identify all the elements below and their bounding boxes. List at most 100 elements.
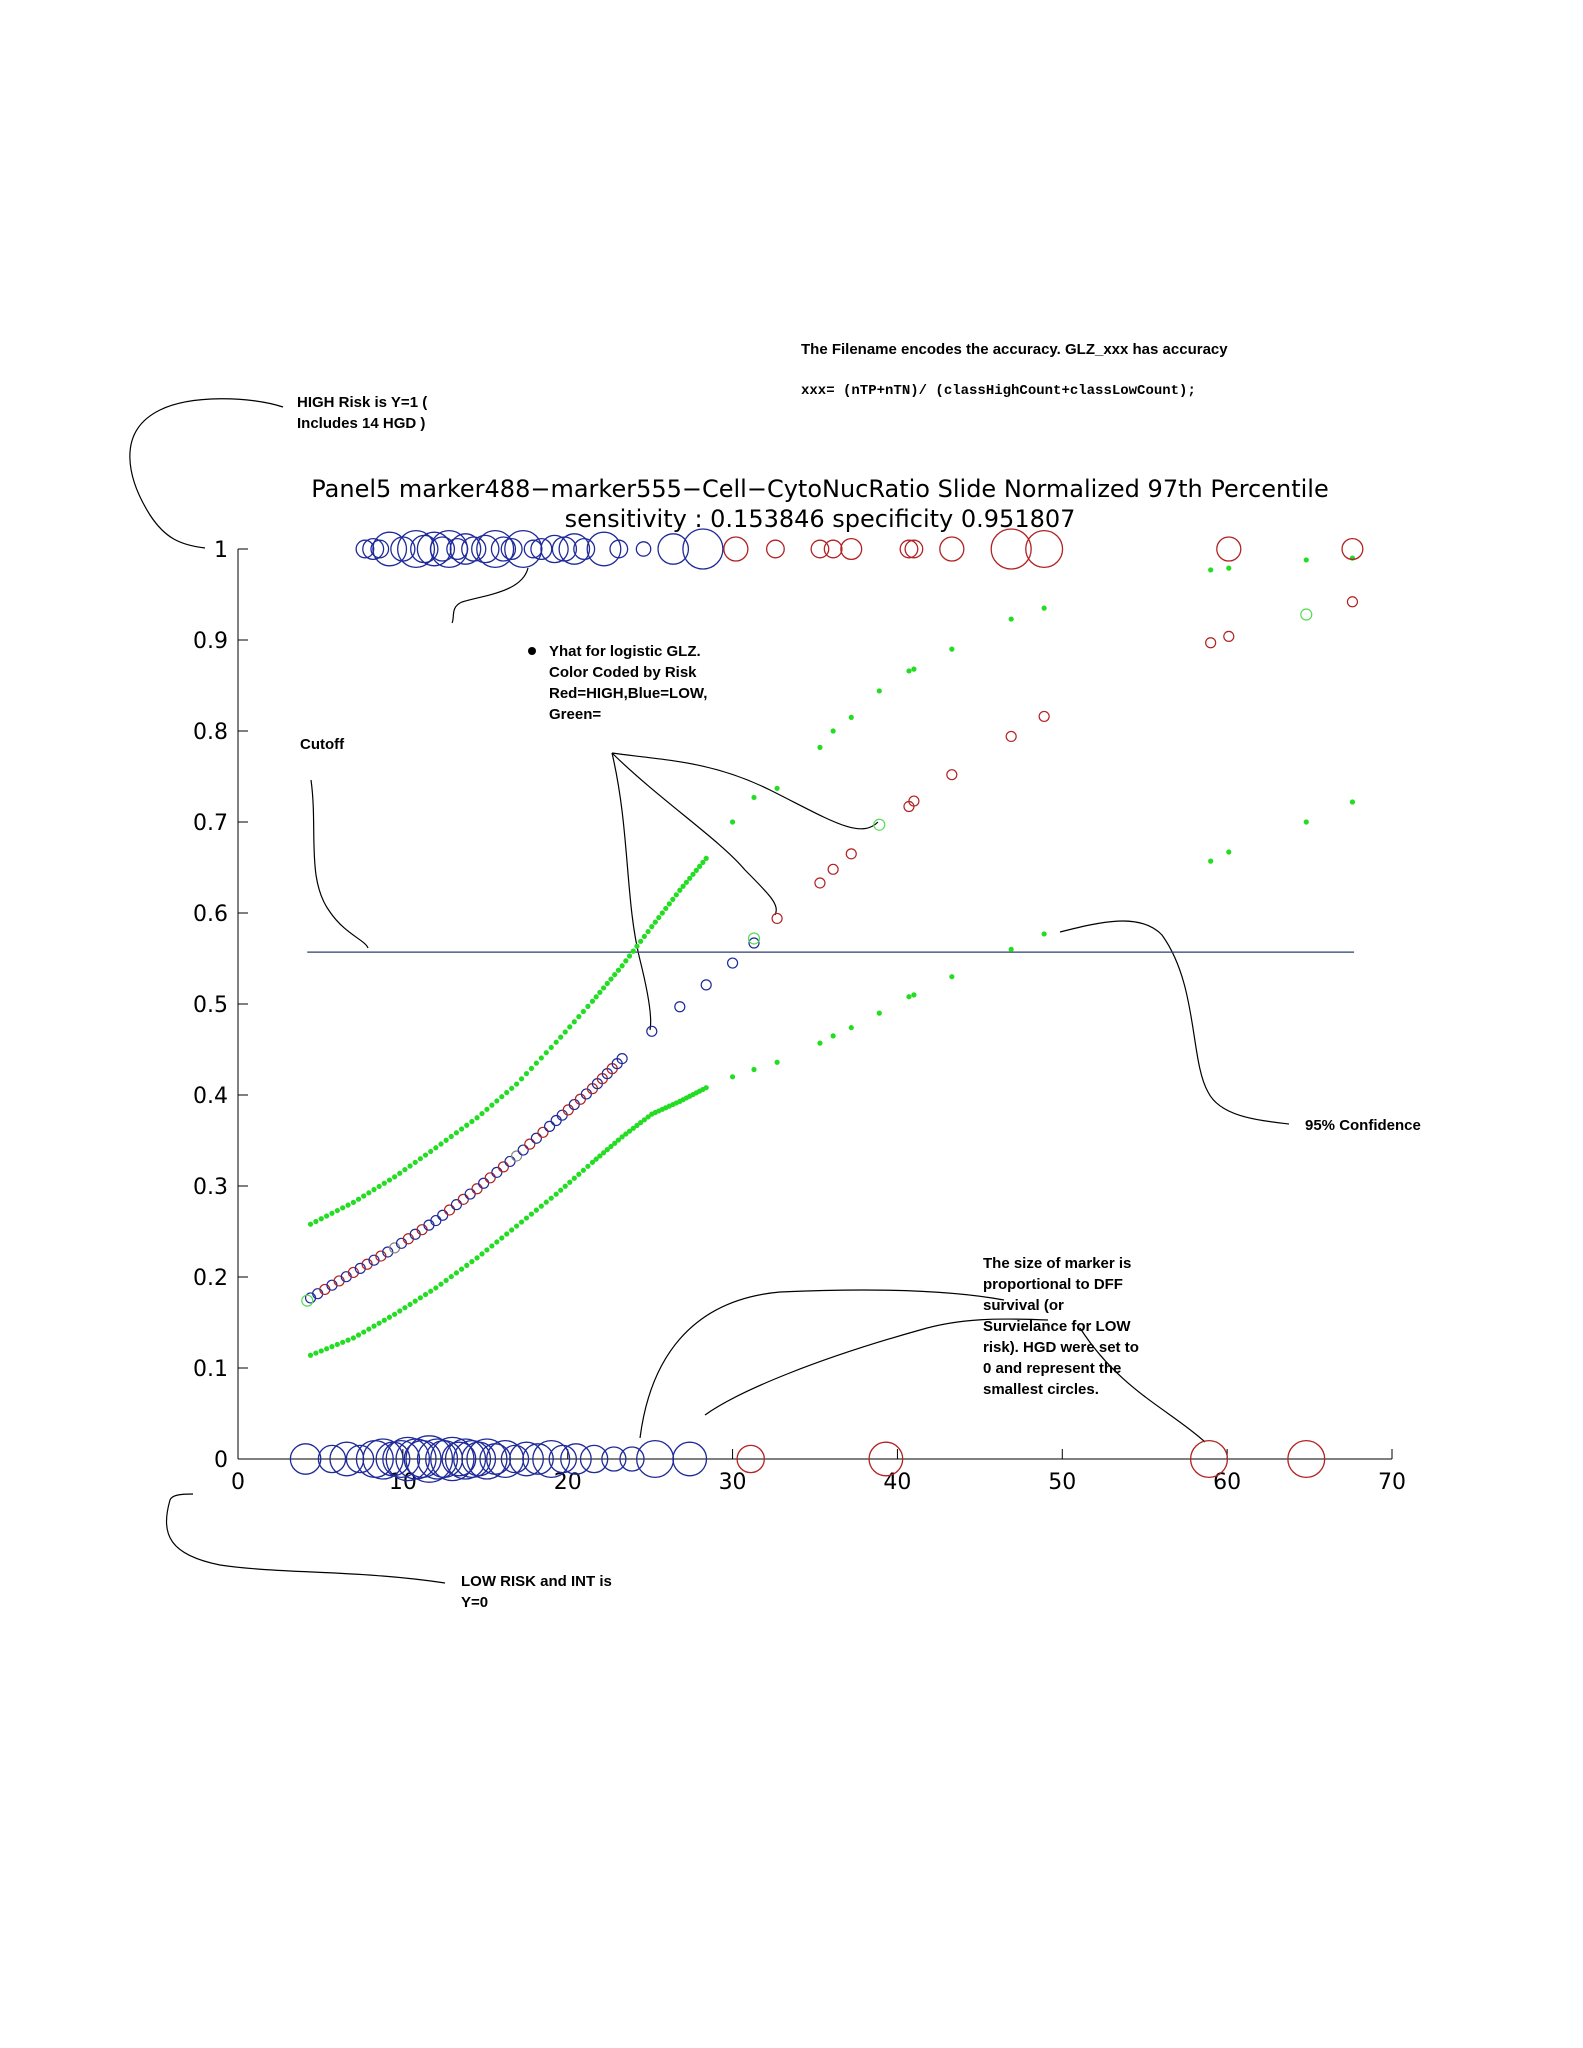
high-risk-observed-high-color [939, 536, 965, 562]
upper-ci-point [700, 859, 706, 865]
filename-note: The Filename encodes the accuracy. GLZ_x… [801, 341, 1228, 358]
upper-ci-point [634, 943, 640, 949]
fitted-point [450, 1199, 463, 1211]
y-tick-label: 0.5 [193, 993, 228, 1018]
high-risk-observed-low-color [586, 531, 622, 567]
fitted-point [504, 1155, 516, 1168]
lower-ci-point [509, 1227, 515, 1233]
confidence-arrow-line [1059, 920, 1290, 1125]
lower-ci-point [453, 1270, 460, 1276]
low-risk-observed-low-color [509, 1441, 544, 1477]
high-risk-observed-low-color [609, 539, 629, 559]
upper-ci-point [318, 1216, 324, 1222]
lower-ci-point [949, 974, 955, 980]
upper-ci-point [666, 901, 672, 907]
lower-ci-point [533, 1207, 539, 1213]
upper-ci-point [623, 958, 629, 964]
lower-ci-point [469, 1259, 475, 1265]
upper-ci-point [597, 989, 603, 995]
lower-ci-point [589, 1159, 596, 1165]
lower-ci-point [1208, 858, 1214, 864]
lower-ci-point [474, 1255, 480, 1261]
fitted-point [1346, 596, 1359, 608]
upper-ci-point [443, 1137, 449, 1143]
upper-ci-point [580, 1008, 586, 1015]
low-risk-observed-low-color [416, 1438, 459, 1480]
upper-ci-point [453, 1130, 460, 1136]
high-risk-observed-low-color [446, 537, 469, 561]
yhat-note: Yhat for logistic GLZ. Color Coded by Ri… [549, 643, 708, 723]
upper-ci-point [571, 1019, 577, 1025]
lower-ci-point [422, 1291, 429, 1298]
upper-ci-point [381, 1180, 387, 1186]
fitted-point [1005, 730, 1017, 743]
upper-ci-point [673, 892, 679, 898]
high-risk-observed-low-color [635, 541, 652, 557]
upper-ci-point [407, 1163, 413, 1169]
upper-ci-point [499, 1094, 505, 1100]
lower-ci-point [553, 1191, 559, 1197]
lower-ci-point [619, 1134, 625, 1140]
upper-ci-point [371, 1187, 377, 1193]
lower-ci-point [612, 1140, 618, 1146]
fitted-point [771, 912, 783, 925]
fitted-point [484, 1172, 496, 1184]
lower-ci-point [703, 1085, 709, 1091]
upper-ci-point [469, 1118, 475, 1125]
lower-ci-point [412, 1298, 418, 1304]
lower-ci-point [361, 1329, 367, 1335]
upper-ci-point [366, 1190, 372, 1196]
lower-ci-point [600, 1150, 607, 1156]
size-arrow-line-c [1079, 1327, 1206, 1443]
low-risk-observed-low-color [395, 1438, 437, 1480]
y-tick-label: 0 [214, 1448, 228, 1473]
lower-ci-point [638, 1120, 644, 1126]
lower-ci-point [729, 1074, 736, 1080]
fitted-point [568, 1098, 580, 1111]
cutoff-arrow-line [310, 779, 369, 949]
fitted-point [430, 1214, 442, 1227]
lower-ci-point [597, 1153, 603, 1159]
high-risk-observed-low-color [372, 531, 408, 567]
lower-ci-point [334, 1341, 340, 1348]
lower-ci-point [392, 1311, 398, 1317]
upper-ci-point [1041, 605, 1047, 611]
upper-ci-point [484, 1106, 490, 1112]
yhat-legend-dot [528, 647, 536, 655]
lower-ci-point [608, 1143, 614, 1150]
lower-ci-point [580, 1167, 586, 1173]
lower-ci-point [626, 1128, 633, 1134]
fitted-point [700, 979, 712, 991]
high-risk-observed-low-color [370, 539, 390, 559]
upper-ci-point [641, 933, 647, 940]
lower-ci-point [355, 1332, 362, 1338]
upper-ci-point [514, 1081, 520, 1087]
fitted-point [726, 957, 739, 969]
lower-ci-point [623, 1131, 629, 1137]
low-risk-arrow-line [166, 1493, 446, 1584]
chart-title: Panel5 marker488−marker555−Cell−CytoNucR… [311, 475, 1329, 503]
fitted-point [827, 863, 839, 875]
upper-ci-point [600, 985, 607, 991]
x-tick-label: 50 [1048, 1470, 1076, 1495]
fitted-point [517, 1144, 529, 1156]
fitted-point [491, 1166, 503, 1178]
x-tick-label: 40 [883, 1470, 911, 1495]
low-risk-observed-low-color [672, 1441, 708, 1477]
upper-ci-point [585, 1003, 591, 1009]
upper-ci-point [693, 867, 699, 873]
marker-size-note: The size of marker is proportional to DF… [983, 1255, 1139, 1398]
upper-ci-point [474, 1115, 480, 1121]
y-tick-label: 0.6 [193, 902, 228, 927]
high-risk-observed-low-color [500, 537, 523, 561]
low-risk-observed-low-color [441, 1441, 477, 1477]
fitted-point [674, 1001, 686, 1013]
low-risk-observed-high-color [736, 1444, 765, 1474]
upper-ci-point [340, 1205, 346, 1211]
y-tick-label: 1 [214, 538, 228, 563]
lower-ci-point [876, 1010, 882, 1016]
high-risk-observed-high-color [765, 539, 785, 559]
fitted-point [497, 1161, 510, 1173]
low-risk-observed-low-color [560, 1443, 592, 1475]
fitted-point [562, 1104, 574, 1116]
